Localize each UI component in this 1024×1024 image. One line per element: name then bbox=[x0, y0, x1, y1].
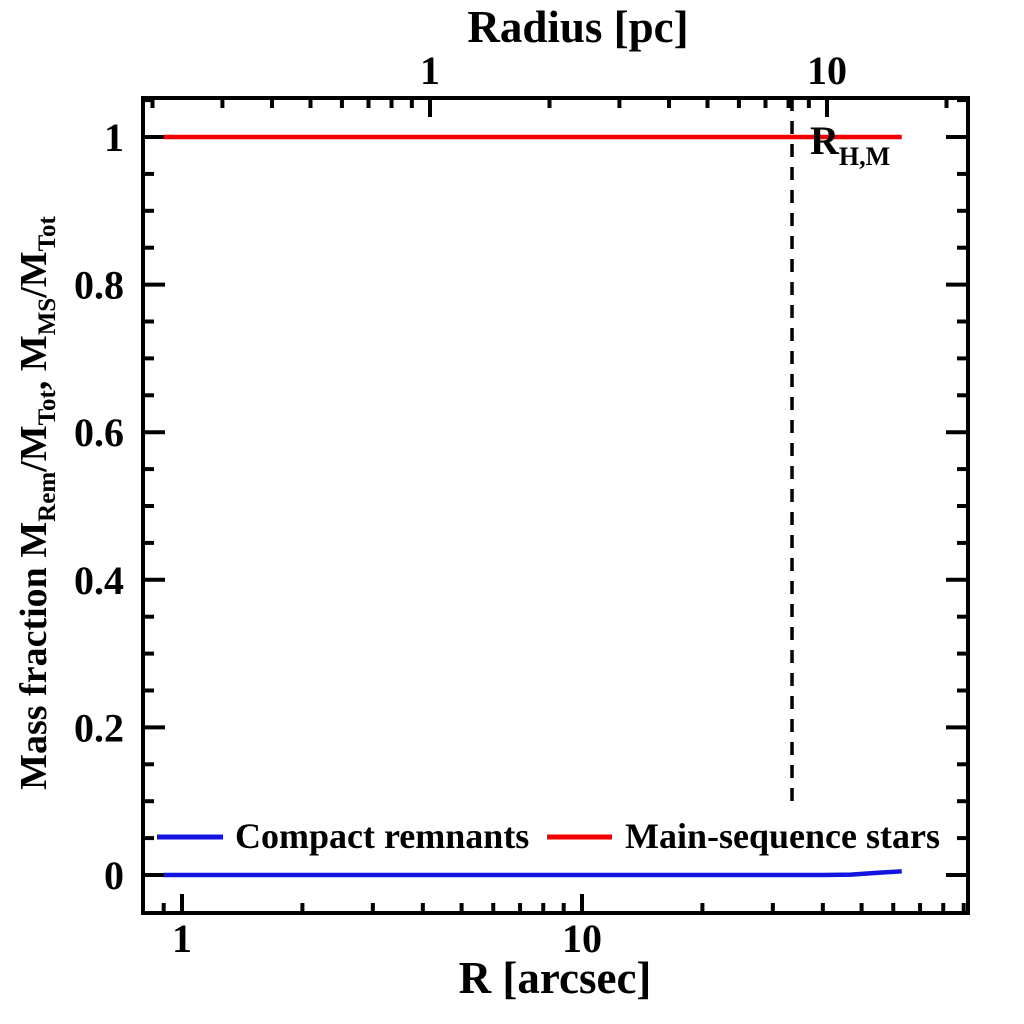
y-tick-label: 1 bbox=[104, 115, 124, 160]
x-bottom-tick-label: 10 bbox=[562, 916, 602, 961]
series-line-compact-remnants bbox=[163, 869, 902, 878]
x-top-tick-label: 10 bbox=[807, 48, 847, 93]
axis-tick-labels: 1 10 1 10 0 0.2 0.4 0.6 0.8 1 bbox=[74, 48, 847, 961]
x-bottom-tick-label: 1 bbox=[172, 916, 192, 961]
legend-label-main-sequence-stars: Main-sequence stars bbox=[625, 816, 940, 856]
top-axis-title: Radius [pc] bbox=[467, 2, 688, 52]
y-tick-label: 0.2 bbox=[74, 705, 124, 750]
y-tick-label: 0.6 bbox=[74, 410, 124, 455]
bottom-axis-title: R [arcsec] bbox=[459, 953, 652, 1003]
axis-ticks bbox=[143, 98, 968, 913]
annotations: RH,M bbox=[810, 118, 890, 171]
legend-label-compact-remnants: Compact remnants bbox=[235, 816, 529, 856]
y-tick-label: 0.4 bbox=[74, 558, 124, 603]
y-axis-title: Mass fraction MRem/MTot, MMS/MTot bbox=[13, 215, 61, 789]
data-series bbox=[163, 98, 902, 878]
x-top-tick-label: 1 bbox=[420, 48, 440, 93]
y-tick-label: 0 bbox=[104, 853, 124, 898]
half-mass-radius-label: RH,M bbox=[810, 118, 890, 171]
plot-frame bbox=[141, 96, 970, 915]
legend: Compact remnants Main-sequence stars bbox=[157, 816, 940, 856]
y-tick-label: 0.8 bbox=[74, 263, 124, 308]
